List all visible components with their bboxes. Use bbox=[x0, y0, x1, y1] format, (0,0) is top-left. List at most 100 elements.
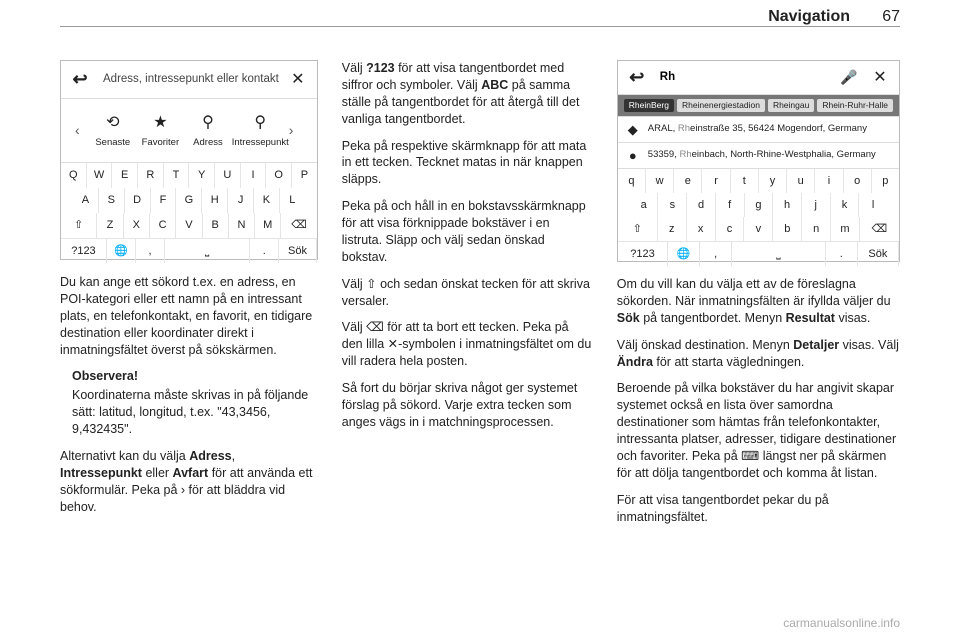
key-backspace[interactable]: ⌫ bbox=[860, 217, 899, 241]
category-address[interactable]: ⚲ Adress bbox=[184, 112, 232, 150]
key-globe[interactable]: 🌐 bbox=[107, 239, 136, 263]
result-row[interactable]: ● 53359, Rheinbach, North-Rhine-Westphal… bbox=[618, 143, 899, 169]
note-text: Koordinaterna måste skrivas in på följan… bbox=[72, 387, 318, 438]
key-f[interactable]: f bbox=[716, 193, 745, 217]
key-d[interactable]: d bbox=[687, 193, 716, 217]
key-h[interactable]: h bbox=[773, 193, 802, 217]
key-dot[interactable]: . bbox=[250, 239, 279, 263]
page-number: 67 bbox=[882, 8, 900, 26]
key-c[interactable]: C bbox=[150, 213, 176, 238]
mic-icon[interactable]: 🎤 bbox=[837, 68, 861, 87]
key-y[interactable]: y bbox=[759, 169, 787, 193]
key-j[interactable]: j bbox=[802, 193, 831, 217]
key-mode[interactable]: ?123 bbox=[618, 242, 668, 266]
key-z[interactable]: z bbox=[658, 217, 687, 241]
key-c[interactable]: c bbox=[716, 217, 745, 241]
key-v[interactable]: V bbox=[176, 213, 202, 238]
key-dot[interactable]: . bbox=[826, 242, 858, 266]
suggestion-tab[interactable]: Rheingau bbox=[768, 99, 814, 112]
key-p[interactable]: p bbox=[872, 169, 899, 193]
key-comma[interactable]: , bbox=[700, 242, 732, 266]
header-title: Navigation bbox=[768, 8, 850, 26]
result-text: ARAL, Rheinstraße 35, 56424 Mogendorf, G… bbox=[648, 123, 893, 136]
category-label: Intressepunkt bbox=[232, 137, 289, 150]
key-r[interactable]: r bbox=[702, 169, 730, 193]
key-z[interactable]: Z bbox=[97, 213, 123, 238]
key-globe[interactable]: 🌐 bbox=[668, 242, 700, 266]
key-f[interactable]: F bbox=[151, 188, 177, 213]
category-recent[interactable]: ⟲ Senaste bbox=[89, 112, 137, 150]
key-a[interactable]: A bbox=[73, 188, 99, 213]
back-icon[interactable]: ↩ bbox=[624, 65, 650, 91]
key-t[interactable]: T bbox=[164, 163, 190, 188]
key-shift[interactable]: ⇧ bbox=[61, 213, 97, 238]
key-m[interactable]: m bbox=[831, 217, 860, 241]
key-w[interactable]: w bbox=[646, 169, 674, 193]
key-q[interactable]: q bbox=[618, 169, 646, 193]
key-space[interactable]: ⎵ bbox=[165, 239, 250, 263]
key-b[interactable]: b bbox=[773, 217, 802, 241]
screenshot-search: ↩ Adress, intressepunkt eller kontakt ✕ … bbox=[60, 60, 318, 260]
key-l[interactable]: L bbox=[280, 188, 305, 213]
key-g[interactable]: g bbox=[745, 193, 774, 217]
star-icon: ★ bbox=[149, 112, 171, 134]
chevron-right-icon[interactable]: › bbox=[289, 121, 303, 140]
key-s[interactable]: s bbox=[658, 193, 687, 217]
key-u[interactable]: u bbox=[787, 169, 815, 193]
key-b[interactable]: B bbox=[203, 213, 229, 238]
close-icon[interactable]: ✕ bbox=[867, 67, 893, 89]
key-p[interactable]: P bbox=[292, 163, 317, 188]
key-e[interactable]: E bbox=[112, 163, 138, 188]
suggestion-tab[interactable]: Rheinenergiestadion bbox=[677, 99, 765, 112]
key-a[interactable]: a bbox=[630, 193, 659, 217]
search-input[interactable]: Adress, intressepunkt eller kontakt bbox=[99, 72, 279, 88]
key-d[interactable]: D bbox=[125, 188, 151, 213]
back-icon[interactable]: ↩ bbox=[67, 67, 93, 93]
body-text: Välj ⇧ och sedan önskat tecken för att s… bbox=[342, 276, 593, 310]
pin-icon: ⚲ bbox=[249, 112, 271, 134]
category-label: Adress bbox=[193, 137, 223, 150]
close-icon[interactable]: ✕ bbox=[285, 69, 311, 91]
category-favorites[interactable]: ★ Favoriter bbox=[137, 112, 185, 150]
key-o[interactable]: O bbox=[266, 163, 292, 188]
result-row[interactable]: ◆ ARAL, Rheinstraße 35, 56424 Mogendorf,… bbox=[618, 117, 899, 143]
search-input[interactable]: Rh bbox=[656, 70, 831, 86]
suggestion-tab[interactable]: Rhein-Ruhr-Halle bbox=[817, 99, 893, 112]
key-u[interactable]: U bbox=[215, 163, 241, 188]
key-h[interactable]: H bbox=[202, 188, 228, 213]
key-k[interactable]: k bbox=[831, 193, 860, 217]
key-y[interactable]: Y bbox=[189, 163, 215, 188]
key-mode[interactable]: ?123 bbox=[61, 239, 107, 263]
category-poi[interactable]: ⚲ Intressepunkt bbox=[232, 112, 289, 150]
suggestion-tab[interactable]: RheinBerg bbox=[624, 99, 674, 112]
key-l[interactable]: l bbox=[859, 193, 887, 217]
key-n[interactable]: n bbox=[802, 217, 831, 241]
key-v[interactable]: v bbox=[744, 217, 773, 241]
key-n[interactable]: N bbox=[229, 213, 255, 238]
key-backspace[interactable]: ⌫ bbox=[281, 213, 316, 238]
key-search[interactable]: Sök bbox=[858, 242, 899, 266]
key-k[interactable]: K bbox=[254, 188, 280, 213]
key-m[interactable]: M bbox=[255, 213, 281, 238]
column-3: ↩ Rh 🎤 ✕ RheinBerg Rheinenergiestadion R… bbox=[617, 60, 900, 535]
key-t[interactable]: t bbox=[731, 169, 759, 193]
key-w[interactable]: W bbox=[87, 163, 113, 188]
key-o[interactable]: o bbox=[844, 169, 872, 193]
key-q[interactable]: Q bbox=[61, 163, 87, 188]
key-e[interactable]: e bbox=[674, 169, 702, 193]
chevron-left-icon[interactable]: ‹ bbox=[75, 121, 89, 140]
key-shift[interactable]: ⇧ bbox=[618, 217, 658, 241]
key-search[interactable]: Sök bbox=[279, 239, 316, 263]
key-i[interactable]: i bbox=[815, 169, 843, 193]
key-r[interactable]: R bbox=[138, 163, 164, 188]
body-text: Beroende på vilka bokstäver du har angiv… bbox=[617, 380, 900, 481]
poi-icon: ◆ bbox=[624, 121, 642, 139]
key-x[interactable]: X bbox=[124, 213, 150, 238]
key-comma[interactable]: , bbox=[136, 239, 165, 263]
key-i[interactable]: I bbox=[241, 163, 267, 188]
key-s[interactable]: S bbox=[99, 188, 125, 213]
key-g[interactable]: G bbox=[176, 188, 202, 213]
key-j[interactable]: J bbox=[228, 188, 254, 213]
key-space[interactable]: ⎵ bbox=[732, 242, 826, 266]
key-x[interactable]: x bbox=[687, 217, 716, 241]
